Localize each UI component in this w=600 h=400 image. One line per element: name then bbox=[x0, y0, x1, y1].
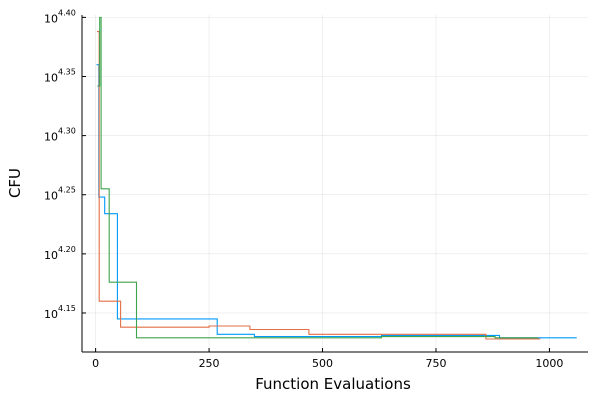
x-axis-label: Function Evaluations bbox=[255, 375, 411, 393]
series-line-1 bbox=[96, 64, 577, 339]
y-tick-label-base: 10 bbox=[44, 308, 58, 321]
y-tick-label-exponent: 4.35 bbox=[58, 67, 76, 76]
y-axis-label: CFU bbox=[6, 168, 24, 198]
y-tick-label-base: 10 bbox=[44, 249, 58, 262]
y-tick-label-exponent: 4.30 bbox=[58, 127, 76, 136]
series-line-3 bbox=[97, 16, 539, 339]
series-group bbox=[96, 16, 577, 340]
series-line-2 bbox=[97, 31, 541, 340]
y-tick-label-exponent: 4.25 bbox=[58, 186, 76, 195]
x-tick-label: 500 bbox=[312, 357, 333, 370]
x-tick-label: 250 bbox=[199, 357, 220, 370]
grid bbox=[82, 15, 588, 352]
y-tick-label-exponent: 4.15 bbox=[58, 304, 76, 313]
x-tick-label: 0 bbox=[92, 357, 99, 370]
axes bbox=[81, 15, 588, 353]
x-ticks: 0 250 500 750 1000 bbox=[92, 348, 563, 370]
y-tick-label-exponent: 4.40 bbox=[58, 8, 76, 17]
y-tick-label-base: 10 bbox=[44, 190, 58, 203]
x-tick-label: 1000 bbox=[535, 357, 563, 370]
y-tick-label-base: 10 bbox=[44, 71, 58, 84]
y-tick-label-base: 10 bbox=[44, 12, 58, 25]
y-tick-label-exponent: 4.20 bbox=[58, 245, 76, 254]
x-tick-label: 750 bbox=[425, 357, 446, 370]
y-tick-label-base: 10 bbox=[44, 131, 58, 144]
